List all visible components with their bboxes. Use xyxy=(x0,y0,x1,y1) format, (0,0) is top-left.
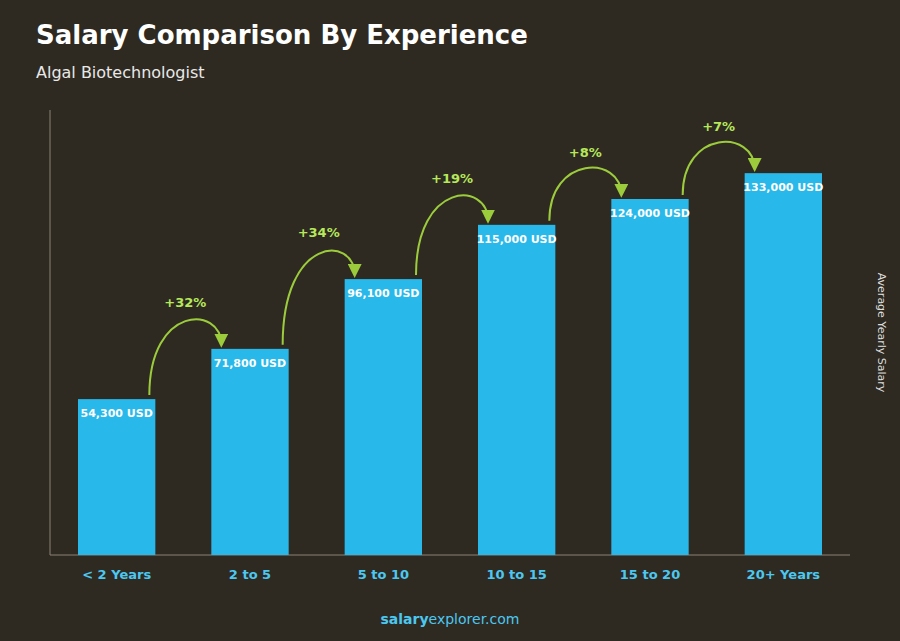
x-tick-label: 5 to 10 xyxy=(358,567,409,582)
bar xyxy=(745,173,822,555)
title: Salary Comparison By Experience xyxy=(36,20,528,50)
data-label: 124,000 USD xyxy=(610,207,690,220)
chart-svg: Salary Comparison By Experience Algal Bio… xyxy=(0,0,900,641)
annotation-label: +7% xyxy=(702,119,735,134)
data-labels: 54,300 USD 71,800 USD 96,100 USD 115,000 US… xyxy=(81,181,824,420)
annotation-arc xyxy=(283,251,355,345)
data-label: 54,300 USD xyxy=(81,407,153,420)
x-tick-label: 15 to 20 xyxy=(620,567,680,582)
y-axis-line xyxy=(50,110,51,555)
annotations: +32% +34% +19% +8% +7% xyxy=(149,119,754,395)
x-axis-line xyxy=(50,555,850,556)
data-label: 96,100 USD xyxy=(347,287,419,300)
annotation-label: +8% xyxy=(569,145,602,160)
x-tick-label: < 2 Years xyxy=(82,567,151,582)
bar xyxy=(478,225,555,555)
page: {"chart_data": {"type": "bar", "title": … xyxy=(0,0,900,641)
bar xyxy=(611,199,688,555)
annotation-label: +19% xyxy=(431,171,473,186)
data-label: 71,800 USD xyxy=(214,357,286,370)
data-label: 115,000 USD xyxy=(477,233,557,246)
x-tick-label: 2 to 5 xyxy=(229,567,271,582)
annotation-arc xyxy=(549,168,621,221)
annotation-label: +34% xyxy=(298,225,340,240)
data-label: 133,000 USD xyxy=(743,181,823,194)
annotation-arc xyxy=(416,196,488,276)
x-tick-label: 20+ Years xyxy=(747,567,821,582)
x-tick-labels: < 2 Years 2 to 5 5 to 10 10 to 15 15 to 20 20… xyxy=(82,567,820,582)
y-axis-label: Average Yearly Salary xyxy=(875,273,888,393)
footer-part: explorer.com xyxy=(429,611,520,627)
chart-container: Salary Comparison By Experience Algal Bio… xyxy=(0,0,900,641)
background xyxy=(0,0,900,641)
bars xyxy=(78,173,822,555)
annotation-label: +32% xyxy=(164,295,206,310)
footer-part: salary xyxy=(381,611,429,627)
annotation-arc xyxy=(149,319,221,395)
annotation-arc xyxy=(683,142,755,195)
x-tick-label: 10 to 15 xyxy=(486,567,546,582)
subtitle: Algal Biotechnologist xyxy=(36,63,205,82)
footer: salaryexplorer.com xyxy=(381,611,520,627)
bar xyxy=(78,399,155,555)
bar xyxy=(211,349,288,555)
bar xyxy=(345,279,422,555)
